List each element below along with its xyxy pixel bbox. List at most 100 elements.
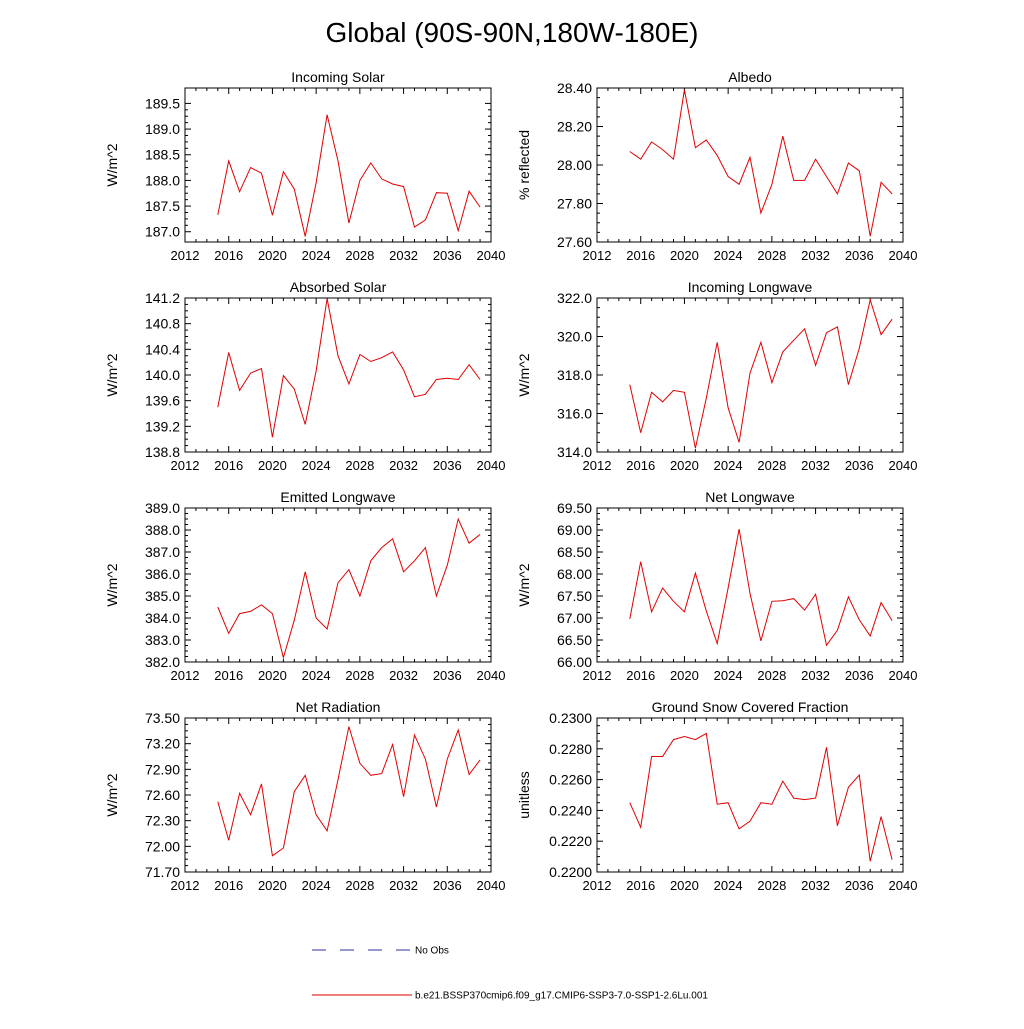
x-tick-label-net-radiation: 2012 xyxy=(171,878,200,893)
x-tick-label-incoming-solar: 2016 xyxy=(214,248,243,263)
y-tick-label-net-radiation: 71.70 xyxy=(145,864,180,880)
x-tick-label-net-radiation: 2024 xyxy=(302,878,331,893)
x-tick-label-emitted-longwave: 2040 xyxy=(477,668,506,683)
y-tick-label-incoming-longwave: 318.0 xyxy=(557,367,592,383)
panel-title-absorbed-solar: Absorbed Solar xyxy=(290,279,387,295)
y-tick-label-albedo: 27.80 xyxy=(557,196,592,212)
x-tick-label-incoming-solar: 2036 xyxy=(433,248,462,263)
y-tick-label-emitted-longwave: 385.0 xyxy=(145,588,180,604)
x-tick-label-net-longwave: 2028 xyxy=(757,668,786,683)
y-axis-label-incoming-longwave: W/m^2 xyxy=(516,353,532,396)
y-tick-label-albedo: 28.20 xyxy=(557,119,592,135)
x-tick-label-incoming-longwave: 2032 xyxy=(801,458,830,473)
y-tick-label-absorbed-solar: 139.2 xyxy=(145,418,180,434)
x-tick-label-emitted-longwave: 2032 xyxy=(389,668,418,683)
panel-title-albedo: Albedo xyxy=(728,69,772,85)
y-tick-label-incoming-solar: 189.5 xyxy=(145,95,180,111)
x-tick-label-albedo: 2032 xyxy=(801,248,830,263)
panel-title-incoming-longwave: Incoming Longwave xyxy=(688,279,813,295)
y-tick-label-ground-snow-covered-fraction: 0.2240 xyxy=(549,802,592,818)
legend-entry-model: b.e21.BSSP370cmip6.f09_g17.CMIP6-SSP3-7.… xyxy=(312,991,708,1002)
y-tick-label-emitted-longwave: 384.0 xyxy=(145,610,180,626)
x-tick-label-albedo: 2040 xyxy=(889,248,918,263)
x-tick-label-incoming-longwave: 2020 xyxy=(670,458,699,473)
x-tick-label-ground-snow-covered-fraction: 2032 xyxy=(801,878,830,893)
panel-title-ground-snow-covered-fraction: Ground Snow Covered Fraction xyxy=(652,699,849,715)
x-tick-label-net-radiation: 2032 xyxy=(389,878,418,893)
panel-title-incoming-solar: Incoming Solar xyxy=(291,69,385,85)
x-tick-label-albedo: 2020 xyxy=(670,248,699,263)
x-tick-label-net-longwave: 2020 xyxy=(670,668,699,683)
series-line-emitted-longwave xyxy=(217,517,481,660)
x-tick-label-ground-snow-covered-fraction: 2020 xyxy=(670,878,699,893)
x-tick-label-incoming-longwave: 2012 xyxy=(583,458,612,473)
y-tick-label-ground-snow-covered-fraction: 0.2200 xyxy=(549,864,592,880)
y-tick-label-absorbed-solar: 141.2 xyxy=(145,290,180,306)
y-tick-label-net-longwave: 67.50 xyxy=(557,588,592,604)
series-line-absorbed-solar xyxy=(217,298,481,438)
y-tick-label-absorbed-solar: 139.6 xyxy=(145,393,180,409)
series-line-net-longwave xyxy=(629,529,893,647)
y-tick-label-net-radiation: 73.20 xyxy=(145,736,180,752)
y-axis-label-emitted-longwave: W/m^2 xyxy=(104,563,120,606)
y-tick-label-emitted-longwave: 388.0 xyxy=(145,522,180,538)
y-tick-label-net-longwave: 66.00 xyxy=(557,654,592,670)
x-tick-label-absorbed-solar: 2016 xyxy=(214,458,243,473)
x-tick-label-albedo: 2036 xyxy=(845,248,874,263)
panel-net-radiation: Net Radiation W/m^2 2012 2016 2020 2024 2028 20… xyxy=(104,699,505,893)
y-tick-label-net-radiation: 72.00 xyxy=(145,838,180,854)
x-tick-label-absorbed-solar: 2012 xyxy=(171,458,200,473)
x-tick-label-emitted-longwave: 2012 xyxy=(171,668,200,683)
legend-label-model: b.e21.BSSP370cmip6.f09_g17.CMIP6-SSP3-7.… xyxy=(415,991,708,1002)
plot-frame-incoming-solar xyxy=(184,87,492,243)
x-tick-label-albedo: 2024 xyxy=(714,248,743,263)
x-tick-label-net-radiation: 2016 xyxy=(214,878,243,893)
y-tick-label-net-radiation: 73.50 xyxy=(145,710,180,726)
y-tick-label-ground-snow-covered-fraction: 0.2280 xyxy=(549,741,592,757)
y-tick-label-absorbed-solar: 140.8 xyxy=(145,316,180,332)
y-tick-label-absorbed-solar: 140.0 xyxy=(145,367,180,383)
y-tick-label-net-radiation: 72.30 xyxy=(145,813,180,829)
y-tick-label-incoming-solar: 187.0 xyxy=(145,224,180,240)
y-tick-label-albedo: 27.60 xyxy=(557,234,592,250)
y-tick-label-net-radiation: 72.90 xyxy=(145,761,180,777)
x-tick-label-incoming-solar: 2012 xyxy=(171,248,200,263)
x-tick-label-absorbed-solar: 2028 xyxy=(345,458,374,473)
series-line-incoming-solar xyxy=(217,114,481,237)
x-tick-label-incoming-longwave: 2024 xyxy=(714,458,743,473)
x-tick-label-net-longwave: 2024 xyxy=(714,668,743,683)
x-tick-label-absorbed-solar: 2032 xyxy=(389,458,418,473)
panel-net-longwave: Net Longwave W/m^2 2012 2016 2020 2024 2028 203… xyxy=(516,489,917,683)
x-tick-label-absorbed-solar: 2024 xyxy=(302,458,331,473)
y-axis-label-absorbed-solar: W/m^2 xyxy=(104,353,120,396)
plot-frame-albedo xyxy=(596,87,904,243)
x-tick-label-albedo: 2012 xyxy=(583,248,612,263)
x-tick-label-ground-snow-covered-fraction: 2036 xyxy=(845,878,874,893)
y-tick-label-absorbed-solar: 138.8 xyxy=(145,444,180,460)
panel-title-net-radiation: Net Radiation xyxy=(296,699,381,715)
y-tick-label-incoming-solar: 188.5 xyxy=(145,147,180,163)
panel-incoming-solar: Incoming Solar W/m^2 2012 2016 2020 2024 2028 2… xyxy=(104,69,505,263)
y-tick-label-net-longwave: 66.50 xyxy=(557,632,592,648)
y-axis-label-albedo: % reflected xyxy=(516,130,532,200)
series-line-ground-snow-covered-fraction xyxy=(629,732,893,862)
panel-title-net-longwave: Net Longwave xyxy=(705,489,795,505)
legend-label-no-obs: No Obs xyxy=(415,946,449,957)
legend-entry-no-obs: No Obs xyxy=(312,946,449,957)
y-tick-label-incoming-solar: 188.0 xyxy=(145,172,180,188)
panel-title-emitted-longwave: Emitted Longwave xyxy=(280,489,395,505)
y-tick-label-albedo: 28.00 xyxy=(557,157,592,173)
x-tick-label-emitted-longwave: 2020 xyxy=(258,668,287,683)
x-tick-label-incoming-solar: 2032 xyxy=(389,248,418,263)
y-tick-label-incoming-solar: 189.0 xyxy=(145,121,180,137)
x-tick-label-net-longwave: 2012 xyxy=(583,668,612,683)
x-tick-label-net-radiation: 2040 xyxy=(477,878,506,893)
y-tick-label-net-longwave: 69.50 xyxy=(557,500,592,516)
y-tick-label-incoming-longwave: 314.0 xyxy=(557,444,592,460)
panels: Incoming Solar W/m^2 2012 2016 2020 2024 2028 2… xyxy=(104,69,917,893)
y-tick-label-emitted-longwave: 382.0 xyxy=(145,654,180,670)
plot-frame-net-longwave xyxy=(596,507,904,663)
y-tick-label-emitted-longwave: 386.0 xyxy=(145,566,180,582)
